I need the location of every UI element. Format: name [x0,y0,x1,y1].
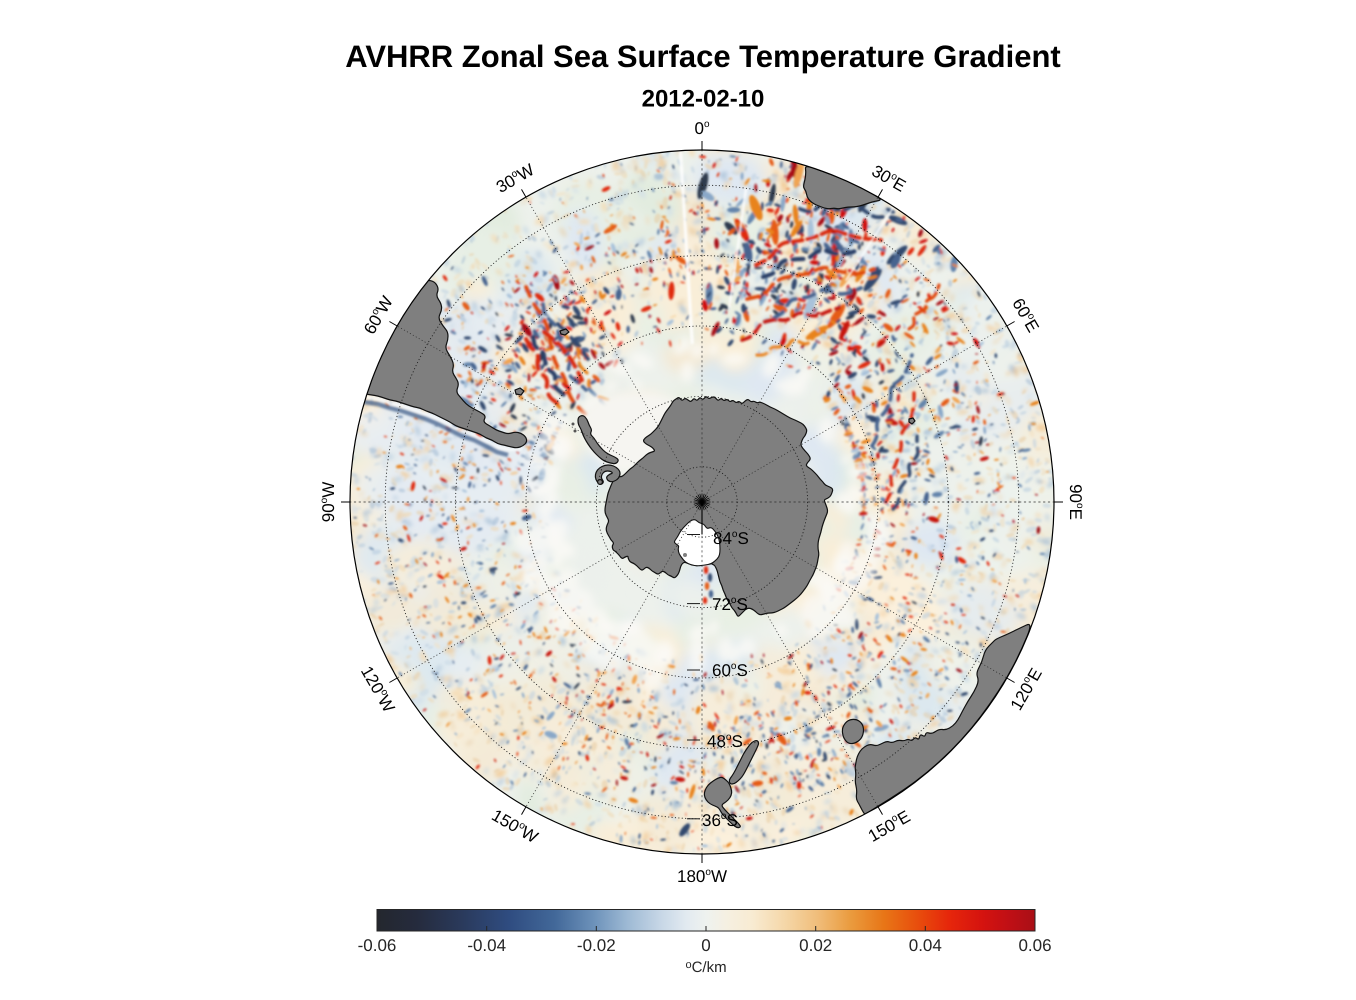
svg-text:90oW: 90oW [319,482,338,523]
svg-text:0o: 0o [694,119,709,138]
svg-text:2012-02-10: 2012-02-10 [642,86,765,113]
svg-text:180oW: 180oW [677,867,727,886]
svg-text:0: 0 [701,936,710,955]
svg-text:72oS: 72oS [712,595,748,614]
svg-text:0.04: 0.04 [909,936,942,955]
svg-text:0.06: 0.06 [1018,936,1051,955]
svg-text:oC/km: oC/km [685,959,726,976]
svg-text:60oS: 60oS [712,661,748,680]
svg-text:AVHRR Zonal Sea Surface Temper: AVHRR Zonal Sea Surface Temperature Grad… [345,39,1060,74]
svg-text:-0.02: -0.02 [577,936,616,955]
svg-text:0.02: 0.02 [799,936,832,955]
svg-text:-0.06: -0.06 [358,936,397,955]
svg-text:36oS: 36oS [702,811,738,830]
svg-text:-0.04: -0.04 [467,936,506,955]
svg-text:84oS: 84oS [713,529,749,548]
svg-text:48oS: 48oS [707,732,743,751]
svg-text:90oE: 90oE [1066,484,1085,520]
